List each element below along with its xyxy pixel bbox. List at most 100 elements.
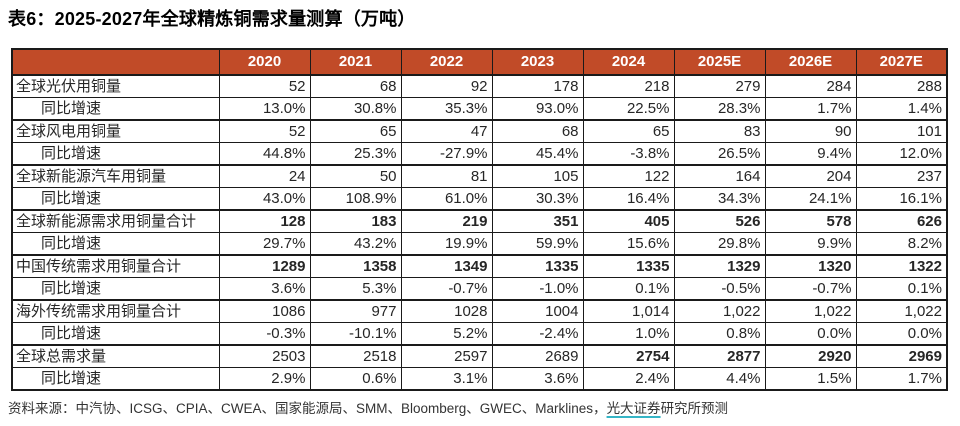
value-cell: 5.3% <box>309 277 402 301</box>
value-cell: 50 <box>309 164 402 188</box>
header-year-cell: 2023 <box>491 48 584 76</box>
value-cell: 351 <box>491 209 584 233</box>
value-cell: 1335 <box>491 254 584 278</box>
value-cell: 1322 <box>855 254 948 278</box>
row-label: 全球光伏用铜量 <box>11 74 220 98</box>
value-cell: 1,014 <box>582 299 675 323</box>
value-cell: 1004 <box>491 299 584 323</box>
value-cell: 0.0% <box>764 322 857 346</box>
row-label: 全球新能源需求用铜量合计 <box>11 209 220 233</box>
value-cell: 1.5% <box>764 367 857 391</box>
header-year-cell: 2025E <box>673 48 766 76</box>
value-cell: 1,022 <box>764 299 857 323</box>
value-cell: 61.0% <box>400 187 493 211</box>
table-title: 表6：2025-2027年全球精炼铜需求量测算（万吨） <box>8 9 416 29</box>
row-label: 全球新能源汽车用铜量 <box>11 164 220 188</box>
value-cell: 68 <box>309 74 402 98</box>
value-cell: -10.1% <box>309 322 402 346</box>
value-cell: 164 <box>673 164 766 188</box>
value-cell: 1289 <box>218 254 311 278</box>
row-label: 同比增速 <box>11 232 220 256</box>
value-cell: 218 <box>582 74 675 98</box>
value-cell: 26.5% <box>673 142 766 166</box>
value-cell: 15.6% <box>582 232 675 256</box>
value-cell: 183 <box>309 209 402 233</box>
value-cell: 29.8% <box>673 232 766 256</box>
header-year-cell: 2024 <box>582 48 675 76</box>
value-cell: 43.2% <box>309 232 402 256</box>
row-label: 同比增速 <box>11 142 220 166</box>
value-cell: 0.1% <box>855 277 948 301</box>
value-cell: 44.8% <box>218 142 311 166</box>
value-cell: 2503 <box>218 344 311 368</box>
ebs-securities-link[interactable]: 光大证券 <box>606 401 661 416</box>
value-cell: 1349 <box>400 254 493 278</box>
value-cell: 5.2% <box>400 322 493 346</box>
copper-demand-table: 2020 2021 2022 2023 2024 2025E 2026E 2027E 全球光伏… <box>11 48 948 391</box>
value-cell: 81 <box>400 164 493 188</box>
value-cell: 279 <box>673 74 766 98</box>
row-label: 中国传统需求用铜量合计 <box>11 254 220 278</box>
value-cell: 52 <box>218 74 311 98</box>
value-cell: 0.1% <box>582 277 675 301</box>
value-cell: 24 <box>218 164 311 188</box>
value-cell: 284 <box>764 74 857 98</box>
value-cell: 1320 <box>764 254 857 278</box>
table-row: 全球总需求量 2503 2518 2597 2689 2754 2877 2920 2969 <box>11 344 948 368</box>
table-row: 同比增速 43.0% 108.9% 61.0% 30.3% 16.4% 34.3% 24.1%… <box>11 187 948 211</box>
value-cell: 105 <box>491 164 584 188</box>
header-year-cell: 2021 <box>309 48 402 76</box>
value-cell: 108.9% <box>309 187 402 211</box>
row-label: 同比增速 <box>11 367 220 391</box>
value-cell: 2754 <box>582 344 675 368</box>
table-row: 同比增速 29.7% 43.2% 19.9% 59.9% 15.6% 29.8% 9.9% 8.… <box>11 232 948 256</box>
value-cell: 25.3% <box>309 142 402 166</box>
value-cell: 1028 <box>400 299 493 323</box>
table-row: 中国传统需求用铜量合计 1289 1358 1349 1335 1335 1329 1320 1… <box>11 254 948 278</box>
header-year-cell: 2027E <box>855 48 948 76</box>
value-cell: 4.4% <box>673 367 766 391</box>
table-row: 同比增速 44.8% 25.3% -27.9% 45.4% -3.8% 26.5% 9.4% 1… <box>11 142 948 166</box>
value-cell: 22.5% <box>582 97 675 121</box>
value-cell: 65 <box>309 119 402 143</box>
value-cell: 65 <box>582 119 675 143</box>
value-cell: 405 <box>582 209 675 233</box>
row-label: 全球风电用铜量 <box>11 119 220 143</box>
value-cell: 1.4% <box>855 97 948 121</box>
value-cell: 30.3% <box>491 187 584 211</box>
value-cell: 0.6% <box>309 367 402 391</box>
value-cell: 93.0% <box>491 97 584 121</box>
header-row: 2020 2021 2022 2023 2024 2025E 2026E 2027E <box>11 48 948 76</box>
value-cell: 34.3% <box>673 187 766 211</box>
source-text: 资料来源：中汽协、ICSG、CPIA、CWEA、国家能源局、SMM、Bloomb… <box>8 401 607 416</box>
table-body: 全球光伏用铜量 52 68 92 178 218 279 284 288 同比增速 13.0% 30.… <box>11 74 948 391</box>
value-cell: 237 <box>855 164 948 188</box>
table-row: 全球风电用铜量 52 65 47 68 65 83 90 101 <box>11 119 948 143</box>
value-cell: 128 <box>218 209 311 233</box>
value-cell: 30.8% <box>309 97 402 121</box>
value-cell: 3.6% <box>218 277 311 301</box>
value-cell: 2518 <box>309 344 402 368</box>
row-label: 同比增速 <box>11 277 220 301</box>
value-cell: 2.4% <box>582 367 675 391</box>
table-row: 同比增速 -0.3% -10.1% 5.2% -2.4% 1.0% 0.8% 0.0% 0.0% <box>11 322 948 346</box>
value-cell: 24.1% <box>764 187 857 211</box>
row-label: 全球总需求量 <box>11 344 220 368</box>
value-cell: 52 <box>218 119 311 143</box>
value-cell: 19.9% <box>400 232 493 256</box>
table-row: 同比增速 3.6% 5.3% -0.7% -1.0% 0.1% -0.5% -0.7% 0.1% <box>11 277 948 301</box>
value-cell: 204 <box>764 164 857 188</box>
value-cell: 2689 <box>491 344 584 368</box>
value-cell: -0.7% <box>764 277 857 301</box>
table-row: 同比增速 2.9% 0.6% 3.1% 3.6% 2.4% 4.4% 1.5% 1.7% <box>11 367 948 391</box>
source-suffix: 研究所预测 <box>660 401 729 416</box>
value-cell: -27.9% <box>400 142 493 166</box>
value-cell: 16.4% <box>582 187 675 211</box>
value-cell: 29.7% <box>218 232 311 256</box>
value-cell: 1358 <box>309 254 402 278</box>
value-cell: -2.4% <box>491 322 584 346</box>
value-cell: 16.1% <box>855 187 948 211</box>
value-cell: 977 <box>309 299 402 323</box>
value-cell: 526 <box>673 209 766 233</box>
value-cell: -0.5% <box>673 277 766 301</box>
